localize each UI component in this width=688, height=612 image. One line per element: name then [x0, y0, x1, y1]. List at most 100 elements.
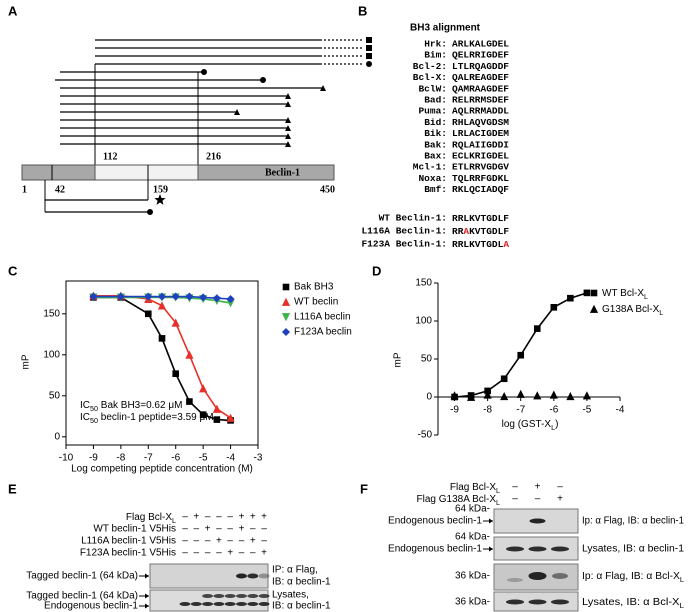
y-axis-label: mP [21, 354, 32, 369]
band [224, 602, 236, 606]
marker [500, 391, 509, 401]
marker [199, 411, 207, 418]
marker [185, 292, 194, 301]
marker [144, 310, 152, 318]
sequence: RQLAIIGDDI [452, 139, 509, 150]
lane-sign: – [250, 548, 256, 559]
sequence-name: Bax: [424, 151, 447, 162]
band [202, 602, 214, 606]
x-tick-label: -10 [59, 453, 74, 464]
lane-sign: + [250, 536, 256, 547]
annotation-part: 50 [90, 404, 98, 413]
sequence-name: Bcl-2: [413, 61, 447, 72]
panel-letter: B [358, 3, 367, 18]
blot-right-label: Ip: α Flag, IB: α beclin-1 [582, 516, 684, 527]
lane-sign: + [250, 512, 256, 523]
mutant-name: F123A Beclin-1: [361, 239, 447, 250]
blot-left-label: Endogenous beclin-1 [388, 544, 482, 555]
lane-sign: + [193, 512, 199, 523]
y-tick-label: 50 [421, 354, 433, 365]
lane-condition-part: Flag Bcl-X [126, 512, 172, 523]
band [258, 602, 270, 606]
lane-sign: + [239, 524, 245, 535]
size-marker: 64 kDa- [455, 504, 490, 515]
marker [582, 391, 591, 400]
lane-sign: – [535, 494, 541, 505]
lane-sign: – [557, 482, 563, 493]
marker [281, 327, 291, 337]
size-marker: 64 kDa- [455, 532, 490, 543]
end-triangle [285, 93, 291, 99]
x-tick-label: -8 [116, 453, 125, 464]
sequence-name: Bad: [424, 95, 447, 106]
lane-sign: – [512, 482, 518, 493]
lane-sign: – [216, 524, 222, 535]
x-axis-label: log (GST-XL) [502, 419, 559, 433]
sequence: RELRRMSDEF [452, 95, 509, 106]
lane-condition: Flag G138A Bcl-XL [417, 494, 500, 508]
band [506, 599, 524, 605]
lane-sign: – [205, 536, 211, 547]
legend-label: WT beclin [294, 297, 338, 308]
sequence-part: A [463, 226, 469, 237]
blot-right-label: IP: α Flag, [272, 565, 318, 576]
blot-right-label-part: Ip: α Flag, IB: α Bcl-X [582, 571, 680, 582]
mutant-name: WT Beclin-1: [379, 213, 447, 224]
marker [199, 384, 208, 393]
end-triangle [285, 101, 291, 107]
marker [185, 350, 194, 359]
lane-condition-part: L [172, 516, 176, 525]
x-tick-label: -5 [199, 453, 208, 464]
residue-label: 159 [153, 184, 168, 195]
legend-label-part: L [644, 292, 648, 301]
blot-right-label: Lysates, [272, 590, 309, 601]
lane-sign: – [227, 524, 233, 535]
sequence: LTLRQAGDDF [452, 61, 509, 72]
lane-sign: + [239, 512, 245, 523]
size-marker: 36 kDa- [455, 571, 490, 582]
band [247, 594, 259, 598]
lane-condition: L116A beclin-1 V5His [81, 536, 176, 547]
sequence-name: Bmf: [424, 184, 447, 195]
band [506, 546, 524, 552]
size-marker: 36 kDa- [455, 597, 490, 608]
lane-sign: – [216, 548, 222, 559]
legend-label-part: L [659, 308, 663, 317]
lane-sign: – [182, 524, 188, 535]
lane-sign: – [227, 512, 233, 523]
lane-sign: – [250, 524, 256, 535]
arrow-head [145, 573, 149, 579]
x-axis-label-part: log (GST-X [502, 419, 552, 430]
blot-right-label: Lysates, IB: α Bcl-X L [582, 597, 684, 611]
lane-condition-part: L [496, 498, 500, 507]
blot-right-label-part: L [680, 601, 684, 610]
marker [172, 370, 180, 377]
band [236, 594, 247, 598]
mutant-name: L116A Beclin-1: [361, 226, 447, 237]
marker [199, 293, 208, 302]
band [528, 599, 547, 605]
lane-sign: – [239, 536, 245, 547]
marker [281, 297, 291, 306]
mutant-sequence: RRLKVTGDLF [452, 213, 509, 224]
x-tick-label: -4 [226, 453, 235, 464]
arrow-head [489, 518, 493, 524]
legend-label: F123A beclin [294, 327, 352, 338]
series-line [454, 292, 588, 398]
band [529, 518, 546, 524]
x-axis-label: Log competing peptide concentration (M) [71, 464, 253, 475]
end-triangle [285, 141, 291, 147]
sequence-part: RRLKVTGDL [452, 239, 504, 250]
end-circle [147, 209, 153, 215]
sequence-part: KVTGDLF [469, 226, 509, 237]
lane-sign: – [227, 536, 233, 547]
x-tick-label: -4 [616, 405, 625, 416]
marker [186, 398, 193, 405]
end-star [154, 194, 166, 205]
end-circle [260, 77, 266, 83]
marker [517, 351, 525, 359]
band [179, 602, 191, 606]
sequence-name: Noxa: [418, 173, 447, 184]
x-tick-label: -6 [171, 453, 180, 464]
panel-letter: A [8, 3, 18, 18]
